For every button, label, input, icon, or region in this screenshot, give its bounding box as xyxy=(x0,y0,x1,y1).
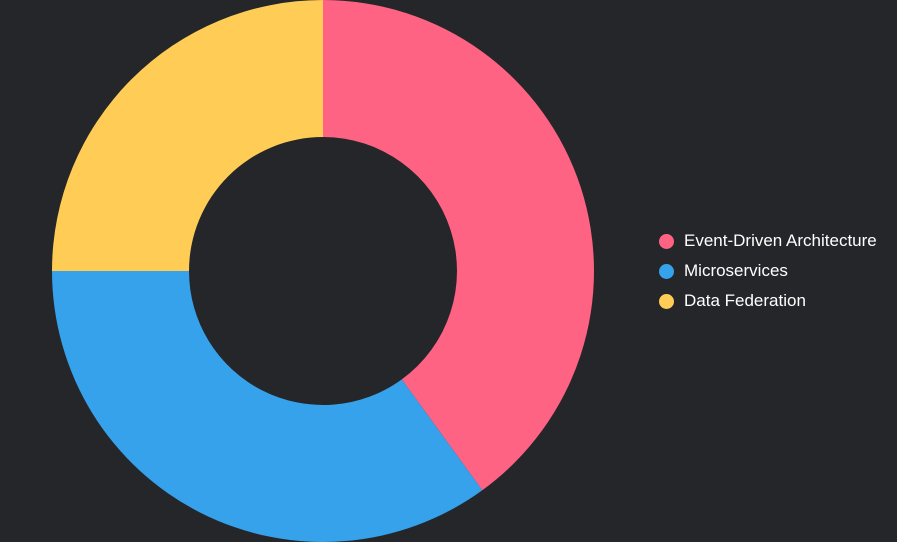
legend-label: Event-Driven Architecture xyxy=(684,231,877,250)
legend-label: Data Federation xyxy=(684,291,806,310)
legend-label: Microservices xyxy=(684,261,788,280)
slice-microservices[interactable] xyxy=(52,271,483,542)
legend-swatch xyxy=(659,233,674,249)
slice-data-federation[interactable] xyxy=(52,0,323,271)
legend-item-event-driven-architecture[interactable]: Event-Driven Architecture xyxy=(659,226,877,256)
legend-item-data-federation[interactable]: Data Federation xyxy=(659,286,877,316)
slice-event-driven-architecture[interactable] xyxy=(323,0,594,491)
legend-swatch xyxy=(659,293,674,309)
legend-item-microservices[interactable]: Microservices xyxy=(659,256,877,286)
chart-legend: Event-Driven Architecture Microservices Da… xyxy=(659,226,877,316)
legend-swatch xyxy=(659,263,674,279)
